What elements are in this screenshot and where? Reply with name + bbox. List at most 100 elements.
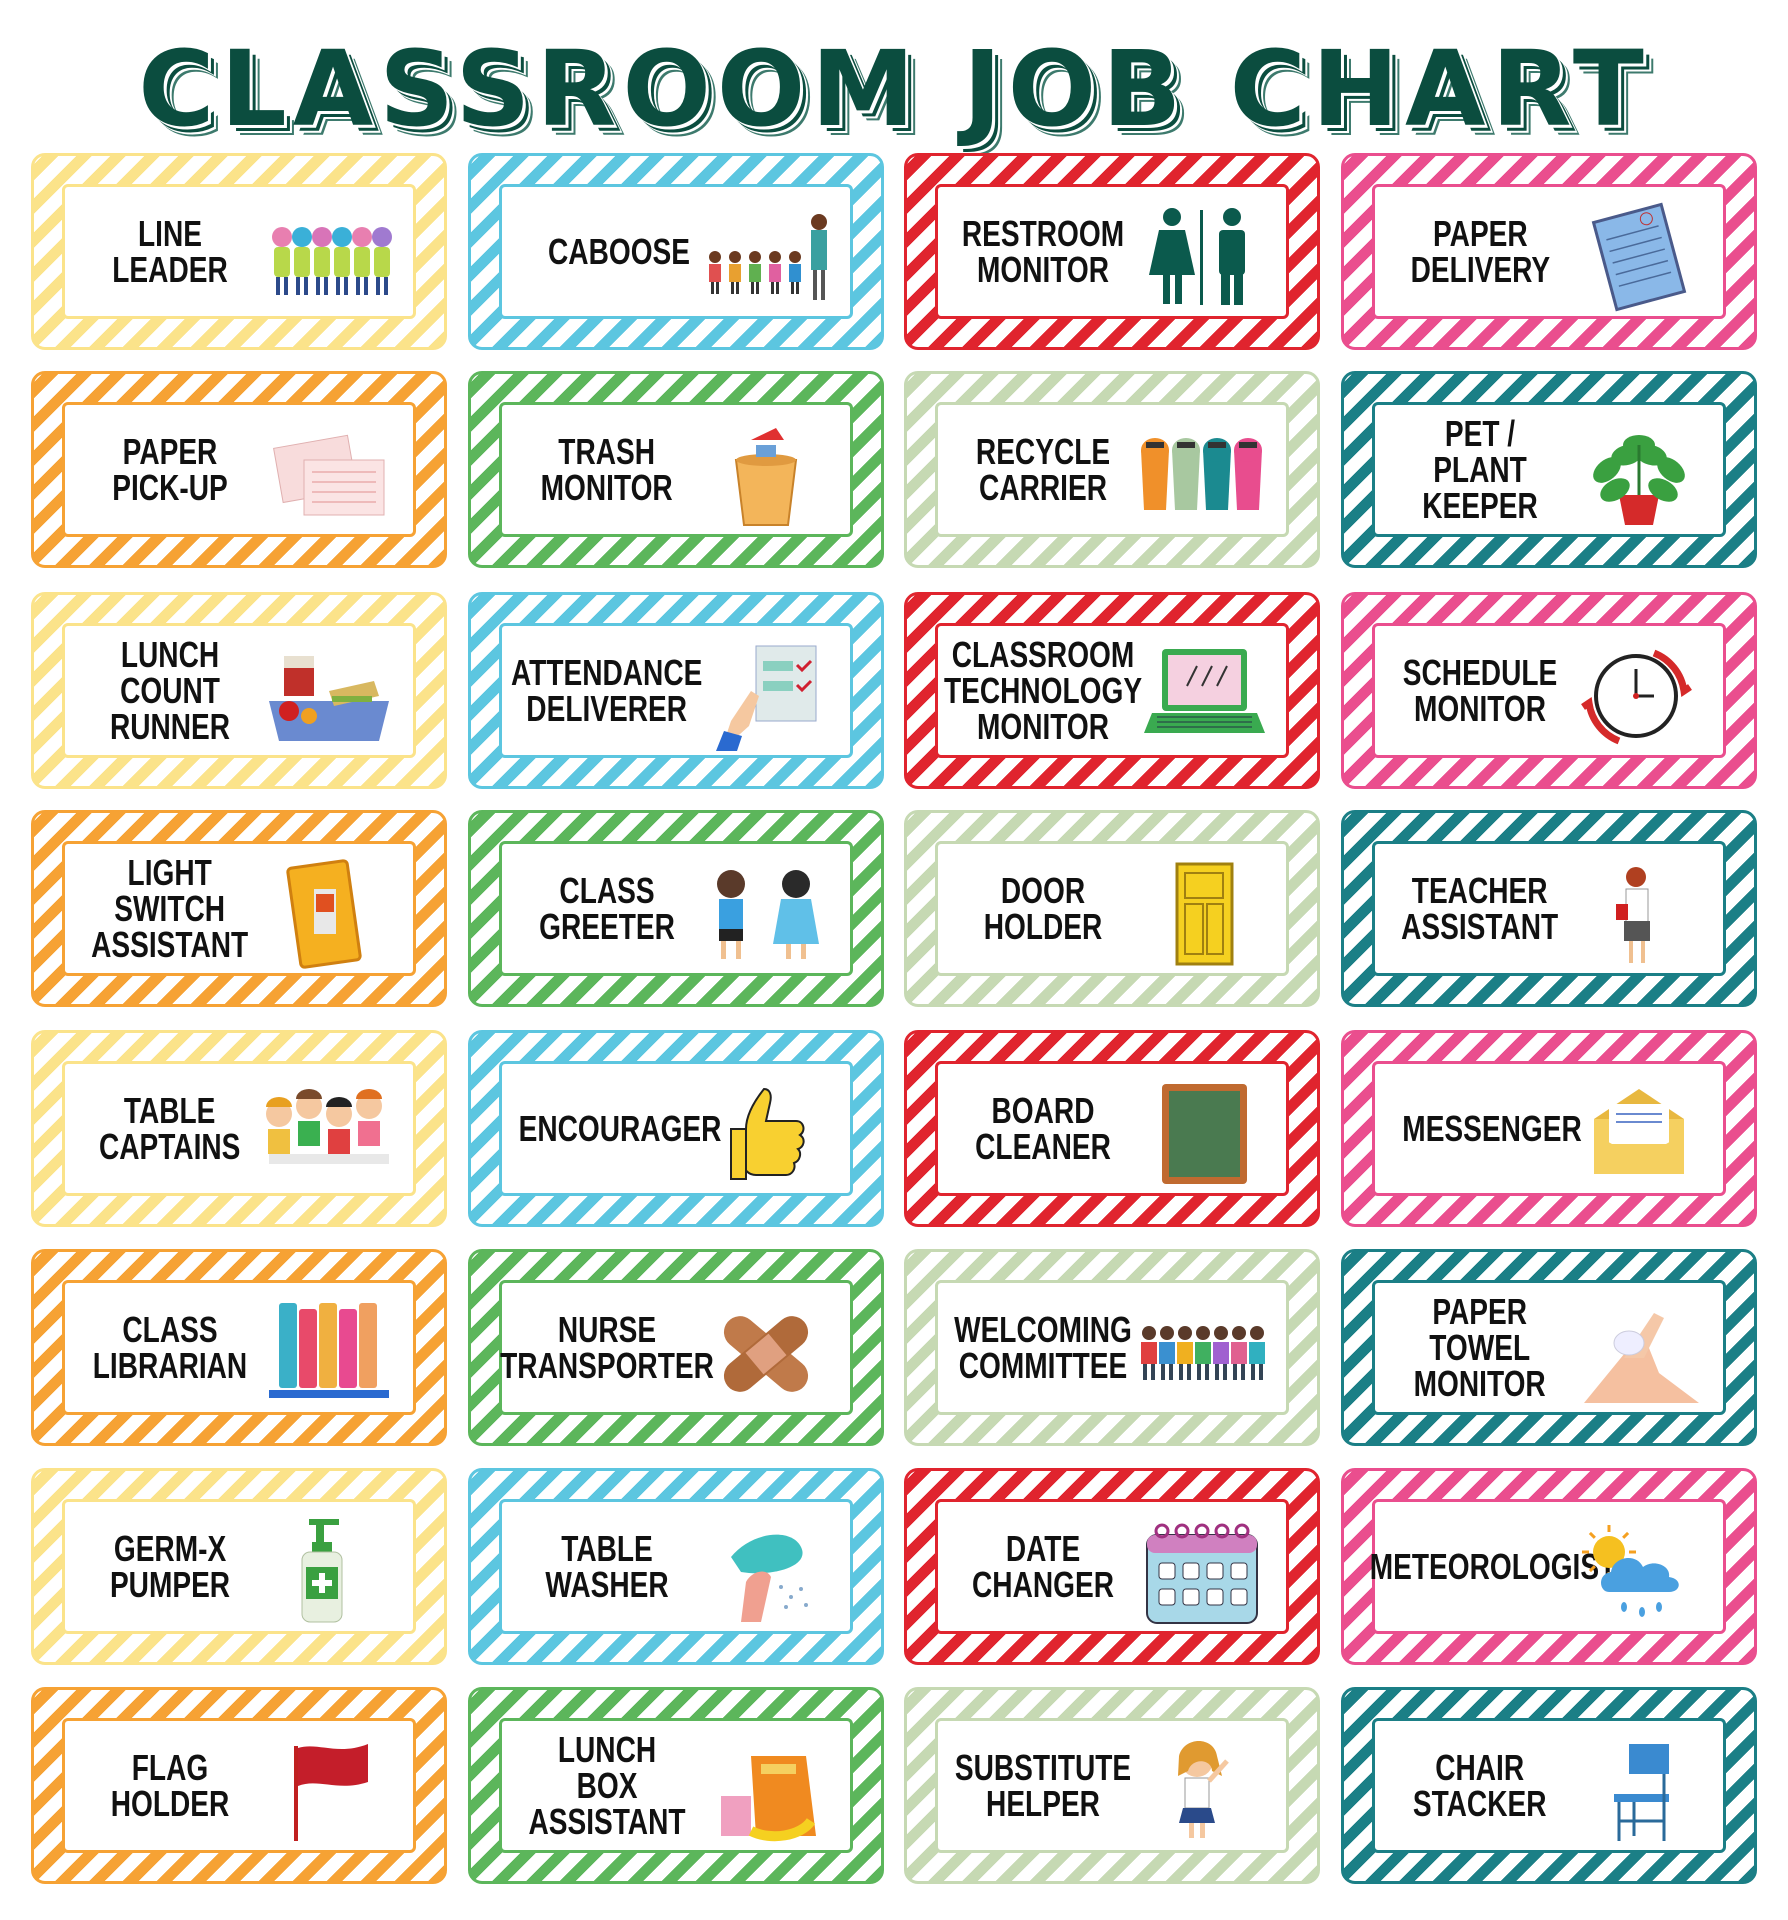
job-label-box: Recycle Carrier bbox=[938, 405, 1148, 534]
job-label: Classroom Technology Monitor bbox=[943, 633, 1143, 747]
recycle-bins-icon bbox=[1132, 415, 1272, 535]
job-card: Paper Delivery bbox=[1341, 153, 1757, 350]
thumbs-up-icon bbox=[696, 1074, 836, 1194]
job-card: Caboose bbox=[468, 153, 884, 350]
job-card: Table Washer bbox=[468, 1468, 884, 1665]
job-card-inner: Germ-X Pumper bbox=[62, 1499, 416, 1634]
job-label: Table Captains bbox=[99, 1089, 241, 1167]
job-label-box: Lunch Box Assistant bbox=[502, 1721, 712, 1850]
job-card-inner: Lunch Count Runner bbox=[62, 623, 416, 758]
job-label: Flag Holder bbox=[110, 1746, 230, 1824]
job-label-box: Paper Pick-Up bbox=[65, 405, 275, 534]
job-label: Light Switch Assistant bbox=[91, 851, 249, 965]
job-label: Paper Delivery bbox=[1410, 212, 1550, 290]
trash-can-icon bbox=[696, 415, 836, 535]
job-card: Line Leader bbox=[31, 153, 447, 350]
job-label-box: Trash Monitor bbox=[502, 405, 712, 534]
job-card-inner: Caboose bbox=[499, 184, 853, 319]
job-card-inner: Table Washer bbox=[499, 1499, 853, 1634]
job-card: Attendance Deliverer bbox=[468, 592, 884, 789]
job-card: Nurse Transporter bbox=[468, 1249, 884, 1446]
page-title: CLASSROOM JOB CHART bbox=[138, 28, 1650, 150]
job-label: Teacher Assistant bbox=[1401, 869, 1559, 947]
job-card: Date Changer bbox=[904, 1468, 1320, 1665]
job-label-box: Meteorologist bbox=[1369, 1502, 1615, 1631]
job-card-inner: Class Greeter bbox=[499, 841, 853, 976]
job-card: Germ-X Pumper bbox=[31, 1468, 447, 1665]
job-label-box: Caboose bbox=[502, 187, 737, 316]
job-card-inner: Paper Delivery bbox=[1372, 184, 1726, 319]
job-label-box: Date Changer bbox=[938, 1502, 1148, 1631]
job-card: Pet / Plant Keeper bbox=[1341, 371, 1757, 568]
job-label: Class Librarian bbox=[92, 1308, 248, 1386]
girl-student-icon bbox=[1132, 1731, 1272, 1851]
job-card: Class Librarian bbox=[31, 1249, 447, 1446]
lunch-tray-icon bbox=[259, 636, 399, 756]
light-switch-icon bbox=[259, 854, 399, 974]
calendar-icon bbox=[1132, 1512, 1272, 1632]
job-label-box: Attendance Deliverer bbox=[502, 626, 712, 755]
chair-icon bbox=[1569, 1731, 1709, 1851]
job-card-inner: Meteorologist bbox=[1369, 1499, 1726, 1634]
job-card-inner: Substitute Helper bbox=[935, 1718, 1289, 1853]
job-label: Schedule Monitor bbox=[1402, 651, 1558, 729]
job-card-inner: Welcoming Committee bbox=[935, 1280, 1289, 1415]
job-card-inner: Lunch Box Assistant bbox=[499, 1718, 853, 1853]
job-label: Lunch Box Assistant bbox=[528, 1728, 686, 1842]
clock-icon bbox=[1569, 636, 1709, 756]
job-card: Chair Stacker bbox=[1341, 1687, 1757, 1884]
job-label-box: Restroom Monitor bbox=[938, 187, 1148, 316]
children-waving-icon bbox=[696, 854, 836, 974]
job-card-inner: Light Switch Assistant bbox=[62, 841, 416, 976]
job-label-box: Teacher Assistant bbox=[1375, 844, 1585, 973]
job-label-box: Door Holder bbox=[938, 844, 1148, 973]
job-card: Recycle Carrier bbox=[904, 371, 1320, 568]
lunch-bag-icon bbox=[696, 1731, 836, 1851]
job-label-box: Schedule Monitor bbox=[1375, 626, 1585, 755]
job-card: Lunch Count Runner bbox=[31, 592, 447, 789]
job-label-box: Paper Towel Monitor bbox=[1375, 1283, 1585, 1412]
job-card: Paper Towel Monitor bbox=[1341, 1249, 1757, 1446]
job-card: Lunch Box Assistant bbox=[468, 1687, 884, 1884]
job-card-inner: Classroom Technology Monitor bbox=[935, 623, 1289, 758]
job-label: Chair Stacker bbox=[1413, 1746, 1547, 1824]
job-card: Classroom Technology Monitor bbox=[904, 592, 1320, 789]
job-label-box: Line Leader bbox=[65, 187, 275, 316]
job-label-box: Nurse Transporter bbox=[500, 1283, 714, 1412]
job-label-box: Lunch Count Runner bbox=[65, 626, 275, 755]
job-card-inner: Paper Towel Monitor bbox=[1372, 1280, 1726, 1415]
job-card: Flag Holder bbox=[31, 1687, 447, 1884]
job-label-box: Substitute Helper bbox=[938, 1721, 1148, 1850]
papers-icon bbox=[259, 415, 399, 535]
job-label-box: Flag Holder bbox=[65, 1721, 275, 1850]
job-card-inner: Messenger bbox=[1372, 1061, 1726, 1196]
notebook-icon bbox=[1569, 197, 1709, 317]
job-label: Trash Monitor bbox=[540, 430, 674, 508]
restroom-sign-icon bbox=[1132, 197, 1272, 317]
job-label-box: Welcoming Committee bbox=[938, 1283, 1148, 1412]
job-card: Substitute Helper bbox=[904, 1687, 1320, 1884]
job-card-inner: Door Holder bbox=[935, 841, 1289, 976]
job-card: Paper Pick-Up bbox=[31, 371, 447, 568]
job-label: Welcoming Committee bbox=[954, 1308, 1132, 1386]
job-label: Class Greeter bbox=[539, 869, 675, 947]
job-card: Class Greeter bbox=[468, 810, 884, 1007]
job-label-box: Classroom Technology Monitor bbox=[938, 626, 1148, 755]
job-card: Teacher Assistant bbox=[1341, 810, 1757, 1007]
job-card-inner: Chair Stacker bbox=[1372, 1718, 1726, 1853]
children-line-icon bbox=[696, 197, 836, 317]
job-label-box: Paper Delivery bbox=[1375, 187, 1585, 316]
job-label: Meteorologist bbox=[1369, 1545, 1616, 1587]
job-card-inner: Class Librarian bbox=[62, 1280, 416, 1415]
job-label-box: Light Switch Assistant bbox=[65, 844, 275, 973]
job-card: Welcoming Committee bbox=[904, 1249, 1320, 1446]
job-card-inner: Attendance Deliverer bbox=[499, 623, 853, 758]
job-label: Pet / Plant Keeper bbox=[1422, 412, 1538, 526]
chalkboard-icon bbox=[1132, 1074, 1272, 1194]
children-table-icon bbox=[259, 1074, 399, 1194]
flag-icon bbox=[259, 1731, 399, 1851]
job-label: Lunch Count Runner bbox=[109, 633, 231, 747]
job-card-inner: Table Captains bbox=[62, 1061, 416, 1196]
job-label-box: Table Washer bbox=[502, 1502, 712, 1631]
job-card-inner: Board Cleaner bbox=[935, 1061, 1289, 1196]
